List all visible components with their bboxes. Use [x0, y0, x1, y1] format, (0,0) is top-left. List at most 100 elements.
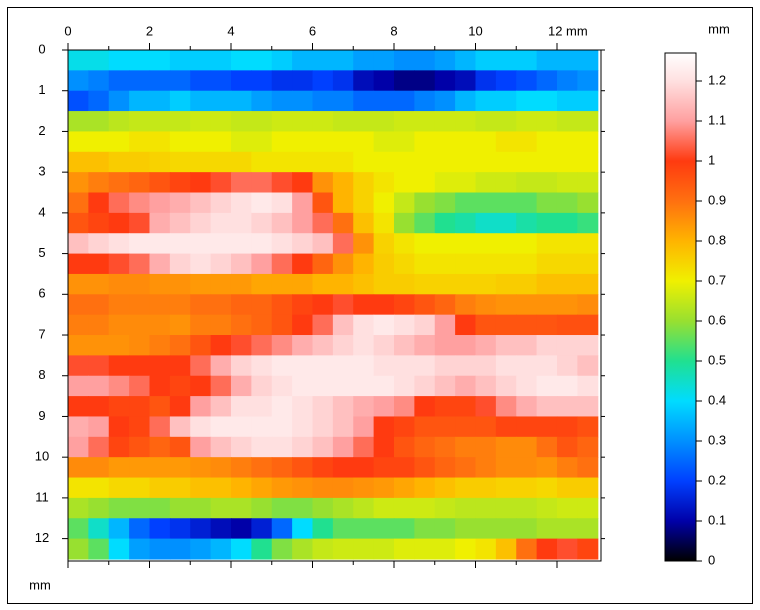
cell	[231, 111, 252, 132]
cell	[435, 518, 456, 539]
cell	[149, 274, 170, 295]
cell	[475, 50, 496, 71]
cell	[435, 437, 456, 458]
cell	[312, 111, 333, 132]
cell	[292, 91, 313, 112]
cell	[68, 233, 89, 254]
cell	[455, 254, 476, 275]
cell	[537, 274, 558, 295]
cell	[251, 416, 272, 437]
cell	[109, 335, 130, 356]
cell	[149, 254, 170, 275]
cell	[211, 50, 232, 71]
cell	[374, 111, 395, 132]
cell	[312, 254, 333, 275]
cell	[374, 131, 395, 152]
cell	[496, 478, 517, 499]
cell	[577, 172, 598, 193]
cell	[88, 152, 109, 173]
cell	[129, 254, 150, 275]
cell	[455, 294, 476, 315]
cell	[312, 396, 333, 417]
cell	[211, 254, 232, 275]
cell	[88, 437, 109, 458]
cell	[557, 193, 578, 214]
x-tick-label: 12 mm	[548, 23, 588, 38]
cell	[333, 294, 354, 315]
cell	[68, 315, 89, 336]
cell	[190, 396, 211, 417]
cell	[312, 213, 333, 234]
cell	[251, 274, 272, 295]
cell	[149, 50, 170, 71]
cell	[292, 376, 313, 397]
cell	[149, 376, 170, 397]
cell	[129, 193, 150, 214]
cell	[251, 131, 272, 152]
cell	[475, 355, 496, 376]
cell	[211, 193, 232, 214]
cell	[435, 254, 456, 275]
cell	[109, 193, 130, 214]
cell	[374, 457, 395, 478]
cell	[129, 131, 150, 152]
cell	[109, 111, 130, 132]
x-tick-label: 10	[468, 23, 482, 38]
cell	[272, 233, 293, 254]
cell	[109, 254, 130, 275]
cell	[516, 152, 537, 173]
cell	[374, 498, 395, 519]
cell	[394, 498, 415, 519]
cell	[435, 539, 456, 560]
cell	[129, 274, 150, 295]
colorbar-unit: mm	[708, 21, 730, 36]
cell	[537, 457, 558, 478]
cell	[374, 213, 395, 234]
cell	[475, 254, 496, 275]
cell	[496, 376, 517, 397]
cell	[516, 254, 537, 275]
cell	[231, 416, 252, 437]
colorbar-tick-label: 1	[708, 152, 715, 167]
cell	[109, 50, 130, 71]
cell	[88, 335, 109, 356]
cell	[537, 233, 558, 254]
cell	[537, 518, 558, 539]
cell	[109, 233, 130, 254]
cell	[414, 294, 435, 315]
cell	[231, 193, 252, 214]
cell	[292, 315, 313, 336]
cell	[88, 355, 109, 376]
cell	[496, 152, 517, 173]
cell	[333, 172, 354, 193]
cell	[475, 213, 496, 234]
cell	[292, 498, 313, 519]
cell	[68, 355, 89, 376]
cell	[414, 315, 435, 336]
cell	[537, 294, 558, 315]
cell	[435, 193, 456, 214]
cell	[455, 50, 476, 71]
cell	[333, 111, 354, 132]
cell	[272, 457, 293, 478]
cell	[374, 518, 395, 539]
x-tick-label: 2	[146, 23, 153, 38]
cell	[414, 355, 435, 376]
cell	[129, 335, 150, 356]
cell	[312, 193, 333, 214]
cell	[414, 213, 435, 234]
cell	[496, 70, 517, 91]
cell	[333, 396, 354, 417]
cell	[374, 254, 395, 275]
cell	[414, 539, 435, 560]
cell	[68, 396, 89, 417]
cell	[374, 233, 395, 254]
cell	[577, 91, 598, 112]
cell	[88, 111, 109, 132]
cell	[435, 131, 456, 152]
cell	[170, 396, 191, 417]
cell	[496, 131, 517, 152]
cell	[231, 457, 252, 478]
cell	[68, 152, 89, 173]
cell	[312, 416, 333, 437]
